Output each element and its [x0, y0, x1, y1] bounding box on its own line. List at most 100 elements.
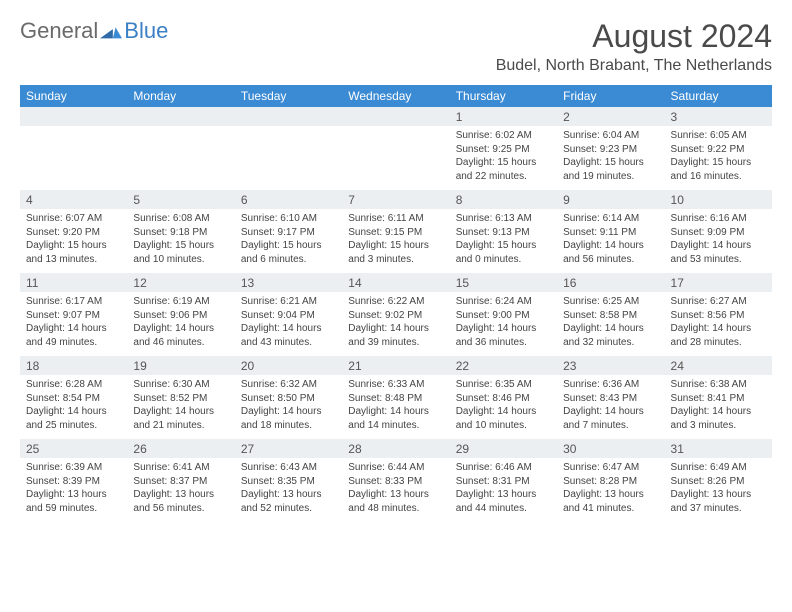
sunset-text: Sunset: 8:37 PM [133, 475, 228, 489]
day-number: 7 [342, 190, 449, 209]
day-info: Sunrise: 6:19 AMSunset: 9:06 PMDaylight:… [127, 292, 234, 356]
day-info: Sunrise: 6:08 AMSunset: 9:18 PMDaylight:… [127, 209, 234, 273]
sunrise-text: Sunrise: 6:44 AM [348, 461, 443, 475]
location: Budel, North Brabant, The Netherlands [496, 57, 772, 75]
month-title: August 2024 [496, 18, 772, 55]
sunset-text: Sunset: 9:22 PM [671, 143, 766, 157]
sunset-text: Sunset: 9:15 PM [348, 226, 443, 240]
day-info: Sunrise: 6:47 AMSunset: 8:28 PMDaylight:… [557, 458, 664, 522]
day-info: Sunrise: 6:38 AMSunset: 8:41 PMDaylight:… [665, 375, 772, 439]
day-info: Sunrise: 6:16 AMSunset: 9:09 PMDaylight:… [665, 209, 772, 273]
day-info: Sunrise: 6:33 AMSunset: 8:48 PMDaylight:… [342, 375, 449, 439]
logo-text-blue: Blue [124, 18, 168, 44]
day-number [342, 107, 449, 126]
daylight-text: Daylight: 14 hours and 21 minutes. [133, 405, 228, 432]
day-number [20, 107, 127, 126]
sunset-text: Sunset: 8:31 PM [456, 475, 551, 489]
daylight-text: Daylight: 15 hours and 22 minutes. [456, 156, 551, 183]
sunset-text: Sunset: 8:58 PM [563, 309, 658, 323]
daylight-text: Daylight: 15 hours and 6 minutes. [241, 239, 336, 266]
day-number: 6 [235, 190, 342, 209]
sunrise-text: Sunrise: 6:19 AM [133, 295, 228, 309]
sunset-text: Sunset: 8:28 PM [563, 475, 658, 489]
sunrise-text: Sunrise: 6:33 AM [348, 378, 443, 392]
title-block: August 2024 Budel, North Brabant, The Ne… [496, 18, 772, 75]
daylight-text: Daylight: 14 hours and 18 minutes. [241, 405, 336, 432]
day-number: 16 [557, 273, 664, 292]
sunset-text: Sunset: 8:50 PM [241, 392, 336, 406]
day-info: Sunrise: 6:24 AMSunset: 9:00 PMDaylight:… [450, 292, 557, 356]
sunrise-text: Sunrise: 6:30 AM [133, 378, 228, 392]
dow-tuesday: Tuesday [235, 85, 342, 107]
dow-thursday: Thursday [450, 85, 557, 107]
sunset-text: Sunset: 8:35 PM [241, 475, 336, 489]
day-info: Sunrise: 6:07 AMSunset: 9:20 PMDaylight:… [20, 209, 127, 273]
day-number: 21 [342, 356, 449, 375]
sunrise-text: Sunrise: 6:43 AM [241, 461, 336, 475]
dow-wednesday: Wednesday [342, 85, 449, 107]
day-number [127, 107, 234, 126]
sunrise-text: Sunrise: 6:05 AM [671, 129, 766, 143]
day-number [235, 107, 342, 126]
sunset-text: Sunset: 8:54 PM [26, 392, 121, 406]
week-info-row: Sunrise: 6:28 AMSunset: 8:54 PMDaylight:… [20, 375, 772, 439]
week-info-row: Sunrise: 6:17 AMSunset: 9:07 PMDaylight:… [20, 292, 772, 356]
day-of-week-row: Sunday Monday Tuesday Wednesday Thursday… [20, 85, 772, 107]
sunset-text: Sunset: 8:56 PM [671, 309, 766, 323]
daylight-text: Daylight: 14 hours and 25 minutes. [26, 405, 121, 432]
sunrise-text: Sunrise: 6:11 AM [348, 212, 443, 226]
sunset-text: Sunset: 8:41 PM [671, 392, 766, 406]
sunrise-text: Sunrise: 6:32 AM [241, 378, 336, 392]
week-info-row: Sunrise: 6:39 AMSunset: 8:39 PMDaylight:… [20, 458, 772, 522]
header: General Blue August 2024 Budel, North Br… [20, 18, 772, 75]
day-info: Sunrise: 6:17 AMSunset: 9:07 PMDaylight:… [20, 292, 127, 356]
sunset-text: Sunset: 8:46 PM [456, 392, 551, 406]
sunset-text: Sunset: 8:43 PM [563, 392, 658, 406]
sunrise-text: Sunrise: 6:41 AM [133, 461, 228, 475]
sunrise-text: Sunrise: 6:17 AM [26, 295, 121, 309]
daylight-text: Daylight: 14 hours and 49 minutes. [26, 322, 121, 349]
week-daynum-row: 18192021222324 [20, 356, 772, 375]
day-number: 15 [450, 273, 557, 292]
sunrise-text: Sunrise: 6:21 AM [241, 295, 336, 309]
day-info: Sunrise: 6:22 AMSunset: 9:02 PMDaylight:… [342, 292, 449, 356]
sunset-text: Sunset: 9:23 PM [563, 143, 658, 157]
day-info: Sunrise: 6:43 AMSunset: 8:35 PMDaylight:… [235, 458, 342, 522]
daylight-text: Daylight: 14 hours and 36 minutes. [456, 322, 551, 349]
sunrise-text: Sunrise: 6:02 AM [456, 129, 551, 143]
day-info [342, 126, 449, 190]
day-number: 19 [127, 356, 234, 375]
daylight-text: Daylight: 15 hours and 3 minutes. [348, 239, 443, 266]
logo: General Blue [20, 18, 168, 44]
day-info: Sunrise: 6:25 AMSunset: 8:58 PMDaylight:… [557, 292, 664, 356]
sunrise-text: Sunrise: 6:10 AM [241, 212, 336, 226]
day-info: Sunrise: 6:11 AMSunset: 9:15 PMDaylight:… [342, 209, 449, 273]
day-number: 17 [665, 273, 772, 292]
daylight-text: Daylight: 14 hours and 43 minutes. [241, 322, 336, 349]
sunrise-text: Sunrise: 6:38 AM [671, 378, 766, 392]
day-number: 27 [235, 439, 342, 458]
daylight-text: Daylight: 13 hours and 41 minutes. [563, 488, 658, 515]
day-number: 11 [20, 273, 127, 292]
sunrise-text: Sunrise: 6:28 AM [26, 378, 121, 392]
day-number: 30 [557, 439, 664, 458]
day-number: 31 [665, 439, 772, 458]
sunset-text: Sunset: 9:02 PM [348, 309, 443, 323]
day-number: 10 [665, 190, 772, 209]
sunset-text: Sunset: 9:06 PM [133, 309, 228, 323]
sunrise-text: Sunrise: 6:16 AM [671, 212, 766, 226]
sunset-text: Sunset: 8:26 PM [671, 475, 766, 489]
day-info: Sunrise: 6:28 AMSunset: 8:54 PMDaylight:… [20, 375, 127, 439]
sunset-text: Sunset: 9:11 PM [563, 226, 658, 240]
day-info: Sunrise: 6:05 AMSunset: 9:22 PMDaylight:… [665, 126, 772, 190]
sunset-text: Sunset: 9:20 PM [26, 226, 121, 240]
day-info: Sunrise: 6:27 AMSunset: 8:56 PMDaylight:… [665, 292, 772, 356]
sunset-text: Sunset: 9:07 PM [26, 309, 121, 323]
day-number: 13 [235, 273, 342, 292]
day-info: Sunrise: 6:49 AMSunset: 8:26 PMDaylight:… [665, 458, 772, 522]
daylight-text: Daylight: 14 hours and 39 minutes. [348, 322, 443, 349]
sunset-text: Sunset: 8:52 PM [133, 392, 228, 406]
day-number: 14 [342, 273, 449, 292]
sunrise-text: Sunrise: 6:35 AM [456, 378, 551, 392]
sunset-text: Sunset: 9:17 PM [241, 226, 336, 240]
